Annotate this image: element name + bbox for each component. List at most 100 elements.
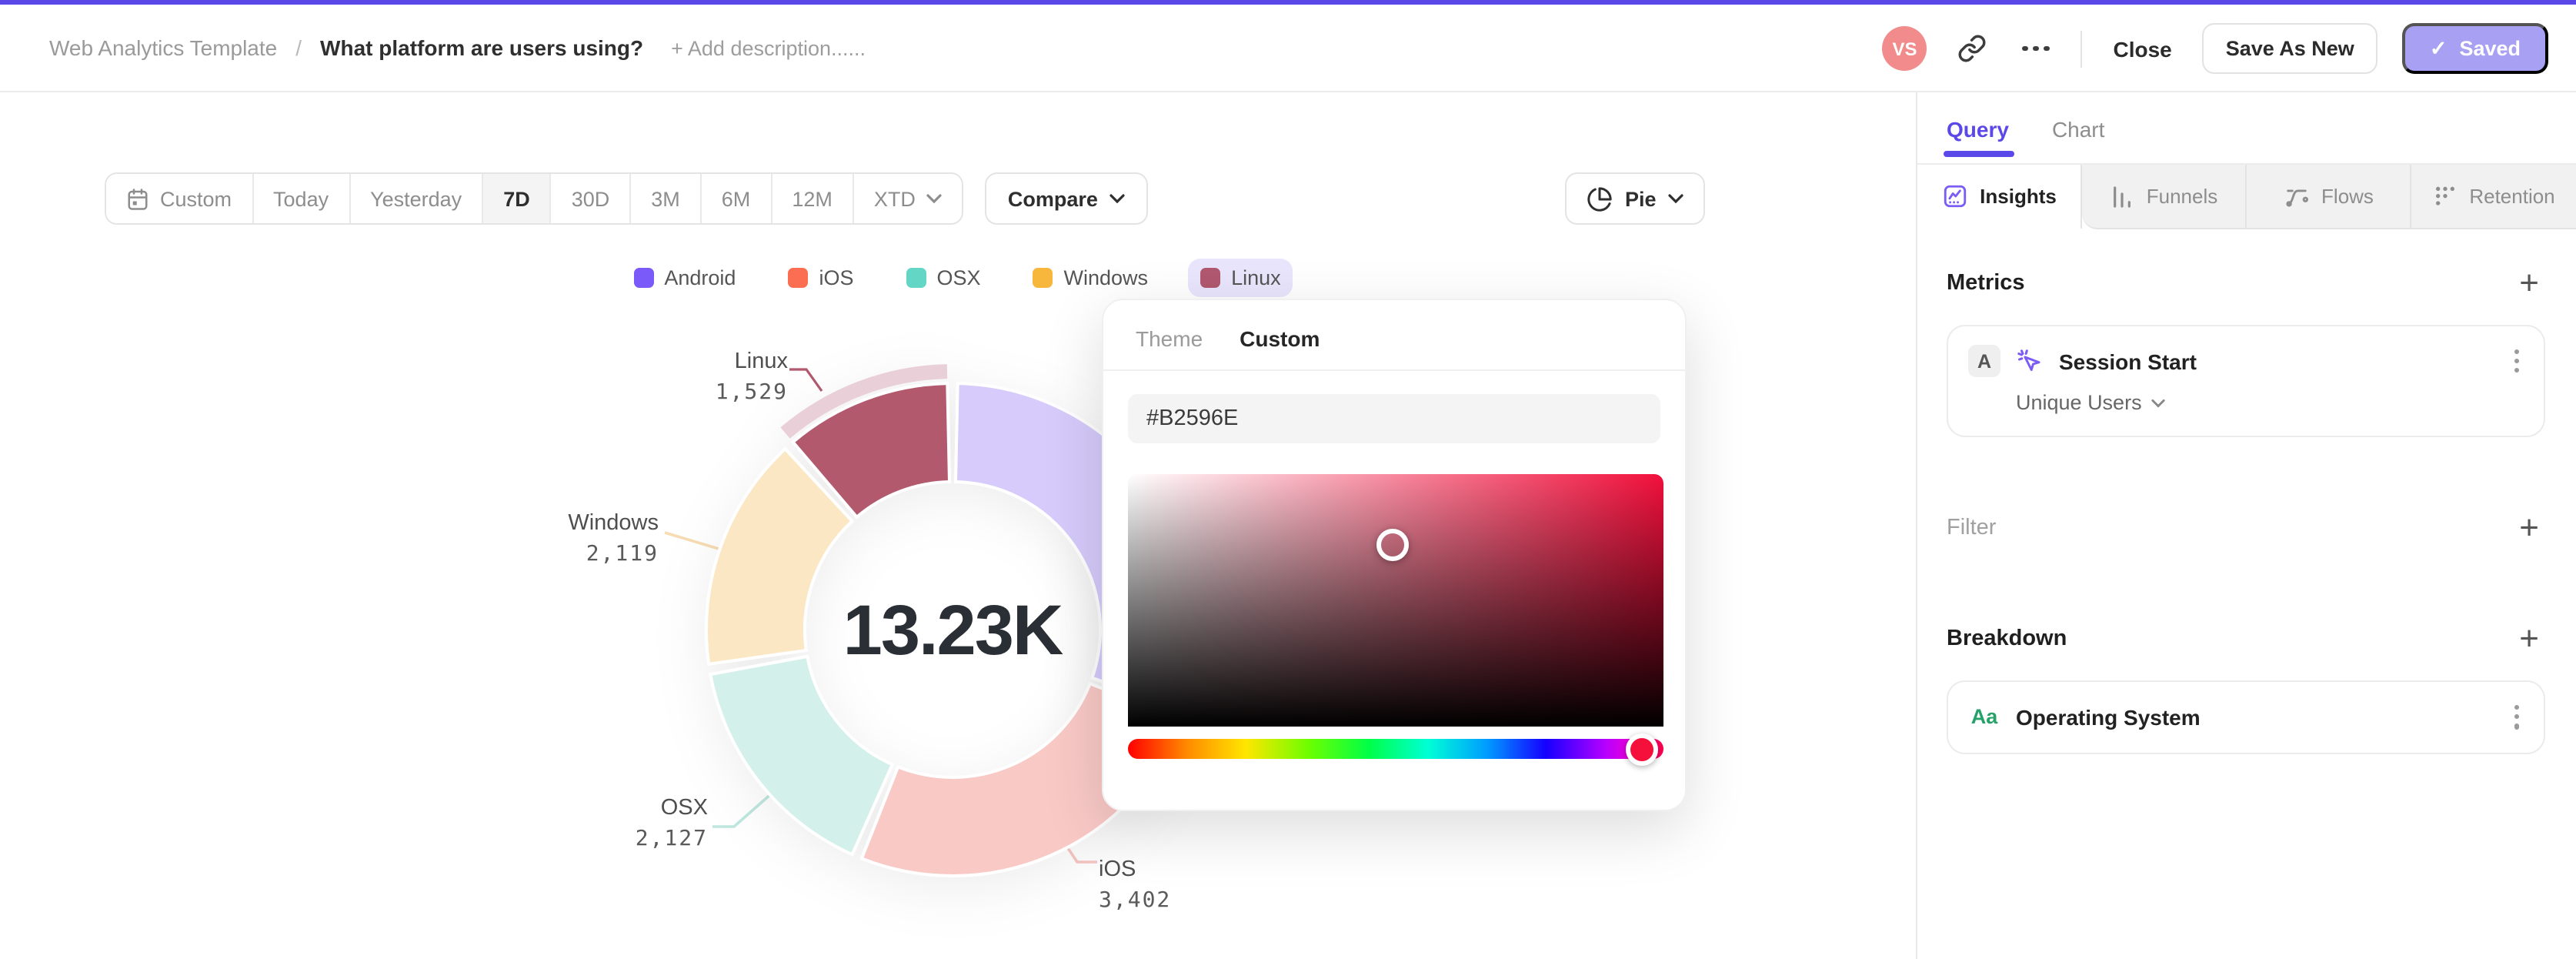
breadcrumb-root[interactable]: Web Analytics Template — [49, 35, 278, 60]
aggregation-label: Unique Users — [2016, 391, 2142, 414]
date-range-7d[interactable]: 7D — [483, 174, 552, 223]
chevron-down-icon — [926, 194, 942, 203]
saved-label: Saved — [2459, 37, 2521, 60]
view-tab-label: Insights — [1980, 185, 2057, 208]
avatar[interactable]: VS — [1882, 26, 1927, 71]
share-link-button[interactable] — [1951, 28, 1991, 68]
pie-slice-ios[interactable] — [859, 681, 1184, 877]
string-property-icon: Aa — [1970, 705, 1998, 729]
breadcrumb-separator: / — [295, 35, 302, 60]
date-range-label: Custom — [160, 187, 232, 210]
event-sparkle-icon — [2017, 349, 2040, 370]
metric-card[interactable]: A Session Start Unique Users — [1947, 325, 2545, 437]
slice-label-osx: OSX 2,127 — [636, 794, 708, 854]
picker-divider — [1103, 369, 1685, 371]
aggregation-dropdown[interactable]: Unique Users — [2016, 391, 2525, 414]
chevron-down-icon — [1668, 194, 1684, 203]
date-range-label: Today — [273, 187, 329, 210]
date-range-12m[interactable]: 12M — [772, 174, 854, 223]
slice-name: OSX — [660, 796, 708, 820]
date-range-3m[interactable]: 3M — [631, 174, 702, 223]
pie-slice-highlight — [780, 364, 948, 439]
date-range-6m[interactable]: 6M — [701, 174, 772, 223]
series-badge: A — [1968, 345, 2000, 377]
pie-slice-linux[interactable] — [790, 382, 952, 520]
view-tab-insights[interactable]: Insights — [1917, 165, 2082, 229]
view-tab-flows[interactable]: Flows — [2247, 165, 2411, 229]
date-range-yesterday[interactable]: Yesterday — [350, 174, 484, 223]
color-picker-popup: Theme Custom #B2596E — [1102, 299, 1687, 811]
date-range-custom[interactable]: Custom — [106, 174, 254, 223]
saturation-value-area[interactable] — [1128, 474, 1663, 727]
add-description-button[interactable]: + Add description...... — [671, 36, 866, 59]
view-tab-label: Flows — [2321, 185, 2374, 208]
legend-item-linux[interactable]: Linux — [1188, 259, 1293, 297]
date-range-today[interactable]: Today — [253, 174, 351, 223]
legend-swatch — [906, 268, 926, 288]
tab-chart[interactable]: Chart — [2051, 117, 2105, 142]
query-sidebar: Query Chart Insights Funnels — [1916, 92, 2576, 959]
color-cursor[interactable] — [1376, 528, 1410, 561]
slice-value: 3,402 — [1099, 887, 1172, 913]
chevron-down-icon — [2151, 398, 2165, 407]
metric-menu-button[interactable] — [2508, 346, 2525, 376]
legend-item-android[interactable]: Android — [621, 259, 748, 297]
header-divider — [2080, 30, 2083, 67]
view-tab-label: Funnels — [2146, 185, 2218, 208]
ellipsis-icon — [2022, 45, 2050, 52]
save-as-new-button[interactable]: Save As New — [2202, 23, 2377, 74]
breakdown-property-name: Operating System — [2016, 704, 2201, 730]
view-tab-label: Retention — [2469, 185, 2555, 208]
breakdown-menu-button[interactable] — [2508, 702, 2525, 732]
legend-swatch — [788, 268, 809, 288]
add-filter-button[interactable]: + — [2519, 508, 2539, 546]
page-title[interactable]: What platform are users using? — [320, 35, 644, 60]
top-accent-bar — [0, 0, 2576, 5]
insights-icon — [1943, 185, 1966, 208]
legend-label: Windows — [1063, 266, 1149, 289]
pie-slice-osx[interactable] — [708, 654, 895, 857]
picker-tab-custom[interactable]: Custom — [1240, 326, 1320, 351]
add-metric-button[interactable]: + — [2519, 263, 2539, 302]
hex-color-input[interactable]: #B2596E — [1128, 394, 1660, 443]
date-range-label: 3M — [651, 187, 680, 210]
pie-slice-windows[interactable] — [704, 446, 855, 667]
hue-slider[interactable] — [1128, 733, 1663, 765]
slice-label-ios: iOS 3,402 — [1099, 856, 1171, 915]
date-range-label: Yesterday — [370, 187, 462, 210]
active-tab-indicator — [1944, 151, 2014, 157]
slice-label-windows: Windows 2,119 — [568, 510, 659, 569]
close-button[interactable]: Close — [2113, 36, 2172, 61]
chart-type-label: Pie — [1625, 187, 1657, 210]
tab-query[interactable]: Query — [1947, 117, 2009, 142]
chevron-down-icon — [1110, 194, 1126, 203]
date-range-xtd[interactable]: XTD — [853, 174, 962, 223]
hue-slider-thumb[interactable] — [1626, 733, 1659, 765]
date-range-label: 30D — [571, 187, 610, 210]
add-breakdown-button[interactable]: + — [2519, 619, 2539, 657]
saved-button[interactable]: ✓ Saved — [2401, 23, 2548, 74]
funnels-icon — [2113, 185, 2131, 207]
donut-total-value: 13.23K — [843, 590, 1064, 670]
breadcrumb: Web Analytics Template / What platform a… — [0, 35, 866, 60]
view-tab-funnels[interactable]: Funnels — [2082, 165, 2247, 229]
filter-heading: Filter — [1947, 516, 1997, 540]
legend-item-osx[interactable]: OSX — [894, 259, 993, 297]
view-tab-retention[interactable]: Retention — [2411, 165, 2576, 229]
chart-legend: Android iOS OSX Windows Linux — [0, 259, 1914, 297]
chart-type-select[interactable]: Pie — [1565, 172, 1706, 225]
donut-chart: 13.23K — [676, 353, 1230, 907]
legend-item-windows[interactable]: Windows — [1021, 259, 1161, 297]
date-range-label: 6M — [721, 187, 751, 210]
picker-tab-theme[interactable]: Theme — [1136, 326, 1203, 351]
date-range-label: XTD — [873, 187, 916, 210]
more-options-button[interactable] — [2016, 28, 2056, 68]
date-range-30d[interactable]: 30D — [551, 174, 632, 223]
flows-icon — [2285, 189, 2308, 207]
legend-item-ios[interactable]: iOS — [776, 259, 866, 297]
legend-label: Android — [664, 266, 736, 289]
date-range-control: Custom Today Yesterday 7D 30D 3M 6M 12M … — [105, 172, 963, 225]
compare-button[interactable]: Compare — [984, 172, 1149, 225]
pie-chart-icon — [1587, 186, 1612, 211]
breakdown-card[interactable]: Aa Operating System — [1947, 680, 2545, 754]
